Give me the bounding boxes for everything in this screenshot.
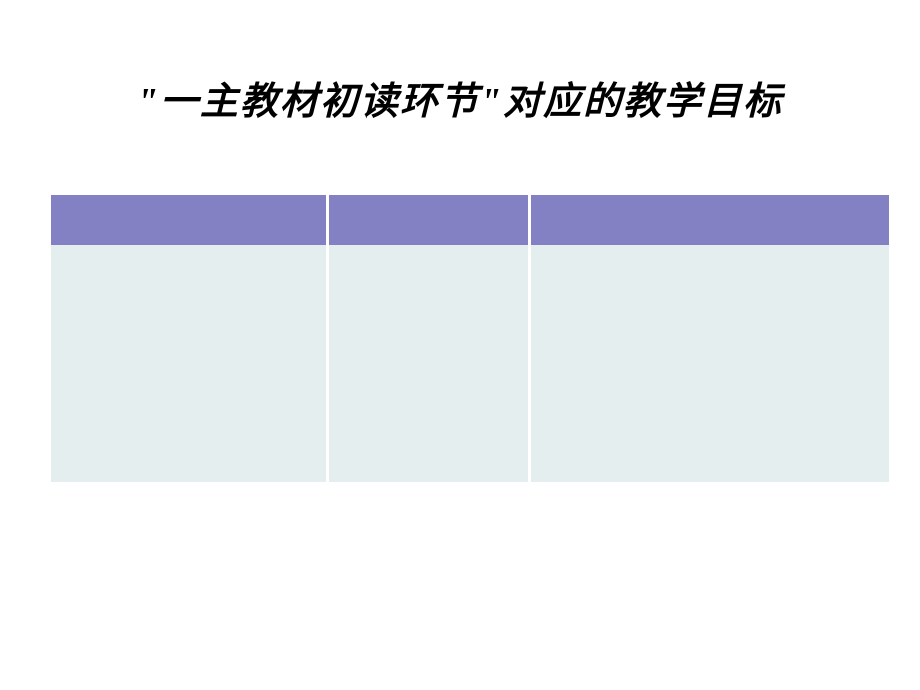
slide-container: "一主教材初读环节"对应的教学目标 (0, 0, 920, 690)
teaching-goals-table (48, 195, 892, 482)
table-wrapper (0, 195, 920, 482)
table-cell-3 (531, 245, 889, 482)
slide-title: "一主教材初读环节"对应的教学目标 (0, 70, 920, 125)
table-header-row (51, 195, 889, 245)
table-header-cell-2 (329, 195, 529, 245)
table-cell-1 (51, 245, 326, 482)
table-header-cell-3 (531, 195, 889, 245)
table-cell-2 (329, 245, 529, 482)
table-row (51, 245, 889, 482)
table-header-cell-1 (51, 195, 326, 245)
